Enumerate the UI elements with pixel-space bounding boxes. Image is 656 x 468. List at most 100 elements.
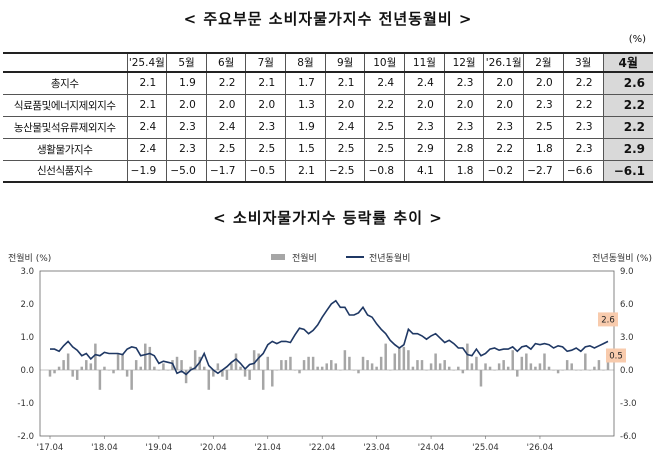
table-cell: 2.6: [602, 71, 653, 95]
mom-bar: [202, 366, 206, 370]
table-cell: 2.0: [245, 93, 287, 117]
mom-bar: [330, 360, 333, 370]
mom-bar: [125, 370, 129, 377]
month-header: 2월: [523, 52, 564, 73]
mom-bar: [384, 343, 387, 370]
mom-bar: [180, 360, 183, 370]
mom-bar: [552, 370, 555, 371]
mom-bar: [461, 370, 465, 374]
mom-bar: [393, 353, 397, 370]
table-cell: 2.4: [324, 115, 366, 139]
mom-bar: [107, 370, 111, 371]
mom-bar: [121, 353, 124, 370]
mom-bar: [570, 363, 573, 370]
x-tick-label: '19.04: [146, 443, 173, 453]
table-cell: 2.2: [205, 71, 247, 95]
mom-bar: [243, 370, 247, 377]
table-unit: (%): [628, 34, 646, 45]
mom-bar: [307, 356, 310, 370]
table-row: 신선식품지수 −1.9 −5.0 −1.7 −0.5 2.1 −2.5 −0.8 4.1 1.8−…: [3, 159, 653, 183]
right-tick-label: 0.0: [620, 366, 634, 376]
mom-bar: [66, 353, 70, 370]
table-row: 총지수 2.1 1.9 2.2 2.1 1.7 2.1 2.4 2.4 2.3 2.0 2.0 2.2 2…: [3, 71, 653, 95]
table-cell: 2.5: [324, 137, 366, 161]
mom-bar: [157, 370, 161, 371]
x-tick-label: '24.04: [418, 443, 445, 453]
mom-bar: [289, 356, 292, 370]
table-cell: 2.4: [364, 71, 406, 95]
mom-bar: [574, 370, 578, 371]
table-cell: −6.1: [602, 159, 653, 183]
mom-bar: [284, 360, 288, 370]
month-header: 4월: [602, 52, 653, 73]
table-cell: 2.8: [443, 137, 485, 161]
table-cell: 2.0: [324, 93, 366, 117]
mom-bar: [334, 363, 338, 370]
table-cell: 2.2: [602, 115, 653, 139]
mom-bar: [85, 360, 88, 370]
table-cell: 1.8: [523, 137, 564, 161]
mom-bar: [48, 370, 52, 377]
mom-bar: [339, 370, 342, 371]
table-cell: 2.0: [523, 71, 564, 95]
mom-bar: [130, 370, 133, 390]
table-cell: −1.9: [126, 159, 168, 183]
table-cell: 2.5: [523, 115, 564, 139]
table-cell: 2.4: [205, 115, 247, 139]
mom-last-label: 0.5: [609, 352, 623, 362]
table-cell: 2.5: [364, 137, 406, 161]
month-header: 10월: [364, 52, 406, 73]
mom-bars: [48, 343, 610, 390]
left-tick-label: 3.0: [20, 267, 34, 277]
mom-bar: [520, 356, 524, 370]
month-header: 11월: [404, 52, 445, 73]
mom-bar: [484, 363, 487, 370]
mom-bar: [538, 363, 542, 370]
table-cell: 2.2: [602, 93, 653, 117]
mom-bar: [225, 370, 229, 380]
mom-bar: [112, 370, 115, 374]
table-cell: 2.3: [523, 93, 564, 117]
mom-bar: [443, 360, 446, 370]
mom-bar: [525, 353, 528, 370]
mom-bar: [438, 363, 442, 370]
left-tick-label: -1.0: [17, 399, 34, 409]
mom-bar: [420, 360, 424, 370]
row-label: 생활물가지수: [3, 137, 128, 161]
mom-bar: [75, 370, 79, 380]
month-header: 5월: [166, 52, 207, 73]
chart-axes: 3.0 2.0 1.0 0.0 -1.0 -2.0 9.0 6.0 3.0 0.0 -3.0 -6.0…: [8, 252, 652, 453]
mom-bar: [357, 370, 360, 374]
mom-bar: [475, 356, 478, 370]
yoy-last-label: 2.6: [601, 315, 615, 325]
chart-legend: 전월비 전년동월비: [271, 252, 410, 264]
table-cell: 2.4: [404, 71, 445, 95]
table-cell: 2.3: [443, 71, 485, 95]
mom-bar: [144, 343, 147, 370]
table-cell: 2.5: [205, 137, 247, 161]
mom-bar: [398, 346, 401, 370]
mom-bar: [452, 370, 456, 371]
mom-bar: [493, 370, 496, 371]
table-cell: −5.0: [166, 159, 207, 183]
table-cell: −2.5: [324, 159, 366, 183]
mom-bar: [411, 366, 415, 370]
mom-bar: [98, 370, 102, 390]
x-tick-label: '17.04: [37, 443, 64, 453]
table-cell: 2.0: [483, 93, 525, 117]
table-cell: −0.2: [483, 159, 525, 183]
mom-bar: [402, 346, 406, 370]
price-index-table: '25.4월 5월 6월 7월 8월 9월 10월 11월 12월 '26.1월 2월 3월 4월 총지수…: [3, 52, 653, 183]
month-header: 7월: [245, 52, 287, 73]
mom-bar: [212, 370, 215, 377]
month-header: 8월: [285, 52, 326, 73]
mom-bar: [466, 343, 469, 370]
mom-bar: [588, 370, 592, 371]
mom-bar: [248, 370, 251, 380]
header-corner: [3, 52, 128, 73]
month-header: 3월: [562, 52, 604, 73]
mom-bar: [388, 370, 392, 371]
left-tick-label: 2.0: [20, 300, 34, 310]
table-cell: 2.3: [562, 115, 604, 139]
mom-bar: [352, 370, 356, 371]
